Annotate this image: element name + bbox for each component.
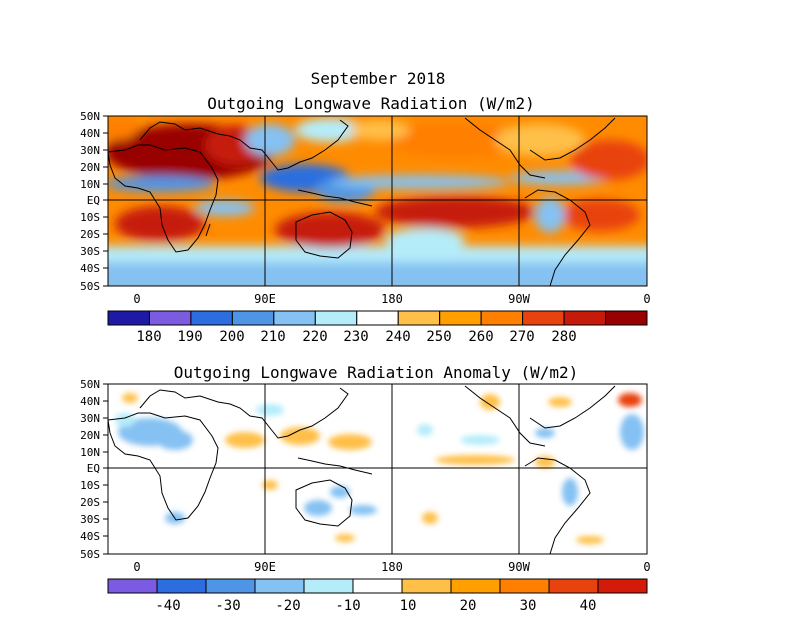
olr-colorbar-tick-label: 180	[136, 329, 161, 345]
anomaly-lat-label: 40S	[80, 530, 100, 543]
anomaly-colorbar-tick-label: 40	[580, 598, 597, 614]
olr-colorbar: 180 190 200 210 220 230 240 250 260 270 …	[107, 310, 648, 345]
olr-lat-label: 20N	[80, 161, 100, 174]
olr-map-frame	[107, 115, 648, 287]
anomaly-lon-label: 90W	[508, 560, 530, 574]
anomaly-lat-label: 30S	[80, 513, 100, 526]
anomaly-colorbar-tick-label: 10	[400, 598, 417, 614]
olr-colorbar-swatch	[563, 310, 607, 326]
olr-colorbar-swatch	[522, 310, 565, 326]
olr-lat-label: 30N	[80, 144, 100, 157]
anomaly-lon-label: 0	[643, 560, 650, 574]
olr-lon-label: 90W	[508, 292, 530, 306]
anomaly-colorbar-tick-label: -20	[275, 598, 300, 614]
anomaly-lat-label: 20S	[80, 496, 100, 509]
anomaly-lat-label: 40N	[80, 395, 100, 408]
olr-colorbar-tick-label: 190	[177, 329, 202, 345]
anomaly-lat-label: 30N	[80, 412, 100, 425]
anomaly-colorbar-swatch	[254, 578, 305, 594]
olr-colorbar-swatch	[397, 310, 441, 326]
olr-colorbar-tick-label: 220	[302, 329, 327, 345]
anomaly-lat-label: 10S	[80, 479, 100, 492]
olr-map: 50N 40N 30N 20N 10N EQ 10S 20S 30S 40S 5…	[80, 110, 650, 306]
anomaly-lat-label: 50N	[80, 378, 100, 391]
olr-colorbar-swatches	[107, 310, 648, 326]
olr-colorbar-tick-label: 250	[426, 329, 451, 345]
olr-field	[108, 116, 647, 286]
olr-panel-title: Outgoing Longwave Radiation (W/m2)	[207, 94, 535, 113]
anomaly-coastlines	[108, 385, 616, 554]
anomaly-colorbar-swatch	[597, 578, 648, 594]
anomaly-map: 50N 40N 30N 20N 10N EQ 10S 20S 30S 40S 5…	[80, 378, 650, 574]
anomaly-lat-label: 20N	[80, 429, 100, 442]
olr-colorbar-tick-label: 240	[385, 329, 410, 345]
olr-lat-label: 20S	[80, 228, 100, 241]
olr-colorbar-swatch	[480, 310, 524, 326]
anomaly-colorbar-swatch	[352, 578, 403, 594]
anomaly-lon-label: 180	[381, 560, 403, 574]
olr-lat-label: 40S	[80, 262, 100, 275]
olr-colorbar-swatch	[605, 310, 648, 326]
olr-lat-label: 50S	[80, 280, 100, 293]
olr-colorbar-swatch	[439, 310, 482, 326]
anomaly-panel-title: Outgoing Longwave Radiation Anomaly (W/m…	[174, 363, 579, 382]
anomaly-colorbar-tick-label: -40	[155, 598, 180, 614]
anomaly-colorbar-swatch	[303, 578, 354, 594]
olr-lon-label: 180	[381, 292, 403, 306]
olr-colorbar-swatch	[314, 310, 358, 326]
olr-colorbar-swatch	[273, 310, 316, 326]
anomaly-colorbar-swatch	[205, 578, 256, 594]
olr-colorbar-swatch	[190, 310, 233, 326]
olr-lat-label: 50N	[80, 110, 100, 123]
olr-lat-label: 10S	[80, 211, 100, 224]
olr-colorbar-tick-label: 200	[219, 329, 244, 345]
olr-lat-label: EQ	[87, 194, 100, 207]
anomaly-colorbar: -40 -30 -20 -10 10 20 30 40	[107, 578, 648, 614]
anomaly-colorbar-swatch	[156, 578, 207, 594]
olr-colorbar-swatch	[148, 310, 192, 326]
olr-colorbar-tick-label: 270	[509, 329, 534, 345]
anomaly-colorbar-swatch	[548, 578, 599, 594]
anomaly-lat-label: 10N	[80, 446, 100, 459]
anomaly-lon-label: 90E	[254, 560, 276, 574]
olr-lat-label: 10N	[80, 178, 100, 191]
anomaly-colorbar-swatches	[107, 578, 648, 594]
anomaly-lat-label: 50S	[80, 548, 100, 561]
anomaly-colorbar-swatch	[450, 578, 501, 594]
anomaly-colorbar-swatch	[499, 578, 550, 594]
olr-lat-label: 30S	[80, 245, 100, 258]
anomaly-lon-label: 0	[133, 560, 140, 574]
olr-coastlines	[108, 117, 616, 286]
olr-lat-label: 40N	[80, 127, 100, 140]
olr-colorbar-tick-label: 280	[551, 329, 576, 345]
anomaly-colorbar-tick-label: -30	[215, 598, 240, 614]
anomaly-colorbar-tick-label: 20	[460, 598, 477, 614]
anomaly-lat-label: EQ	[87, 462, 100, 475]
figure-date-title: September 2018	[311, 69, 446, 88]
olr-lon-label: 90E	[254, 292, 276, 306]
olr-colorbar-tick-label: 230	[343, 329, 368, 345]
olr-colorbar-swatch	[231, 310, 275, 326]
olr-colorbar-swatch	[356, 310, 399, 326]
anomaly-field	[108, 384, 647, 554]
anomaly-colorbar-tick-label: 30	[520, 598, 537, 614]
anomaly-colorbar-swatch	[401, 578, 452, 594]
anomaly-colorbar-tick-label: -10	[335, 598, 360, 614]
olr-lon-label: 0	[643, 292, 650, 306]
olr-colorbar-swatch	[107, 310, 150, 326]
olr-colorbar-tick-label: 210	[260, 329, 285, 345]
olr-lon-label: 0	[133, 292, 140, 306]
anomaly-colorbar-swatch	[107, 578, 158, 594]
olr-colorbar-tick-label: 260	[468, 329, 493, 345]
anomaly-map-frame	[107, 383, 648, 555]
